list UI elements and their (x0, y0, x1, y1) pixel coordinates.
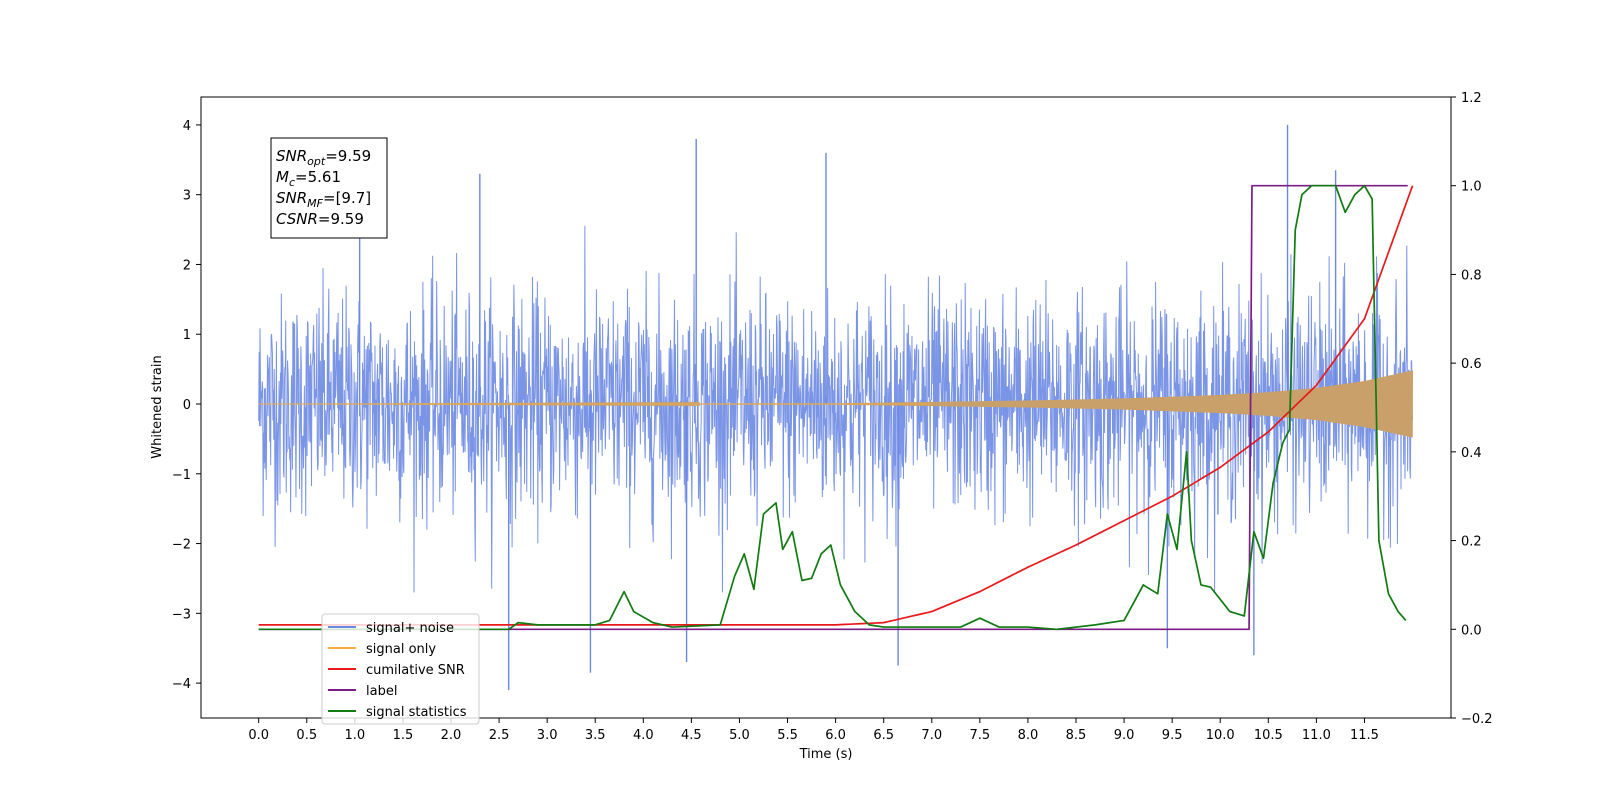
annotation-symbol-3: CSNR (276, 210, 318, 228)
legend-label-0: signal+ noise (366, 621, 454, 636)
y-tick-label-0: 4 (183, 119, 191, 134)
x-tick-label-9: 4.5 (681, 728, 702, 743)
x-tick-label-14: 7.0 (921, 728, 942, 743)
x-tick-label-1: 0.5 (296, 728, 317, 743)
x-tick-label-12: 6.0 (825, 728, 846, 743)
legend-frame (321, 613, 480, 725)
annotation-subscript-1: c (289, 176, 295, 189)
x-tick-label-21: 10.5 (1254, 728, 1283, 743)
x-axis-label: Time (s) (799, 747, 853, 762)
annotation-line-0: SNRopt=9.59 (276, 147, 371, 168)
x-tick-label-3: 1.5 (393, 728, 414, 743)
plot-frame (200, 96, 1452, 719)
x-tick-label-6: 3.0 (537, 728, 558, 743)
y-axis-left: 4 3 2 1 0 −1 −2 −3 −4 (172, 119, 201, 692)
annotation-value-2: =[9.7] (323, 189, 371, 207)
y2-tick-label-0: 1.2 (1461, 91, 1482, 106)
annotation-line-3: CSNR=9.59 (276, 210, 364, 228)
y2-tick-label-4: 0.4 (1461, 446, 1482, 461)
y-tick-label-4: 0 (183, 398, 191, 413)
legend: signal+ noise signal only cumilative SNR la… (321, 613, 480, 725)
y-axis-right: 1.2 1.0 0.8 0.6 0.4 0.2 0.0 −0.2 (1451, 91, 1493, 727)
x-tick-label-13: 6.5 (873, 728, 894, 743)
x-tick-label-5: 2.5 (489, 728, 510, 743)
x-tick-label-22: 11.0 (1302, 728, 1331, 743)
annotation-line-1: Mc=5.61 (276, 168, 341, 189)
legend-label-3: label (366, 684, 397, 699)
y2-tick-label-7: −0.2 (1461, 712, 1493, 727)
annotation-symbol-2: SNR (276, 189, 307, 207)
y-tick-label-8: −4 (172, 677, 191, 692)
annotation-symbol-0: SNR (276, 147, 307, 165)
annotation-line-2: SNRMF=[9.7] (276, 189, 371, 210)
y-tick-label-2: 2 (183, 258, 191, 273)
signal-noise-line (258, 225, 1414, 593)
x-tick-label-8: 4.0 (633, 728, 654, 743)
y-tick-label-7: −3 (172, 607, 191, 622)
signal-only-series (258, 370, 1414, 438)
x-tick-label-2: 1.0 (345, 728, 366, 743)
y2-tick-label-6: 0.0 (1461, 623, 1482, 638)
x-tick-label-7: 3.5 (585, 728, 606, 743)
legend-label-4: signal statistics (366, 705, 467, 720)
y-tick-label-6: −2 (172, 538, 191, 553)
y2-tick-label-1: 1.0 (1461, 180, 1482, 195)
x-tick-label-23: 11.5 (1350, 728, 1379, 743)
annotation-value-3: =9.59 (318, 210, 364, 228)
y-tick-label-1: 3 (183, 189, 191, 204)
signal-statistics-line (258, 184, 1407, 631)
x-tick-label-17: 8.5 (1066, 728, 1087, 743)
annotation-subscript-0: opt (307, 155, 326, 168)
x-tick-label-20: 10.0 (1206, 728, 1235, 743)
annotation-value-1: =5.61 (295, 168, 341, 186)
y-axis-label: Whitened strain (150, 355, 165, 458)
y2-tick-label-5: 0.2 (1461, 535, 1482, 550)
annotation-value-0: =9.59 (325, 147, 371, 165)
annotation-frame (270, 137, 388, 239)
y-tick-label-5: −1 (172, 468, 191, 483)
y-tick-label-3: 1 (183, 328, 191, 343)
legend-label-2: cumilative SNR (366, 663, 465, 678)
annotation-subscript-2: MF (307, 197, 323, 210)
x-axis: 0.0 0.5 1.0 1.5 2.0 2.5 3.0 3.5 4.0 4.5 5.0 5.5 6.0 6… (248, 718, 1379, 743)
legend-label-1: signal only (366, 642, 436, 657)
x-tick-label-19: 9.5 (1162, 728, 1183, 743)
x-tick-label-15: 7.5 (970, 728, 991, 743)
x-tick-label-0: 0.0 (248, 728, 269, 743)
signal-statistics-series (258, 184, 1407, 631)
y2-tick-label-3: 0.6 (1461, 357, 1482, 372)
signal-noise-series (258, 124, 1414, 691)
x-tick-label-4: 2.0 (441, 728, 462, 743)
x-tick-label-10: 5.0 (729, 728, 750, 743)
annotation-symbol-1: M (276, 168, 289, 186)
x-tick-label-11: 5.5 (777, 728, 798, 743)
x-tick-label-18: 9.0 (1114, 728, 1135, 743)
y2-tick-label-2: 0.8 (1461, 268, 1482, 283)
x-tick-label-16: 8.0 (1018, 728, 1039, 743)
